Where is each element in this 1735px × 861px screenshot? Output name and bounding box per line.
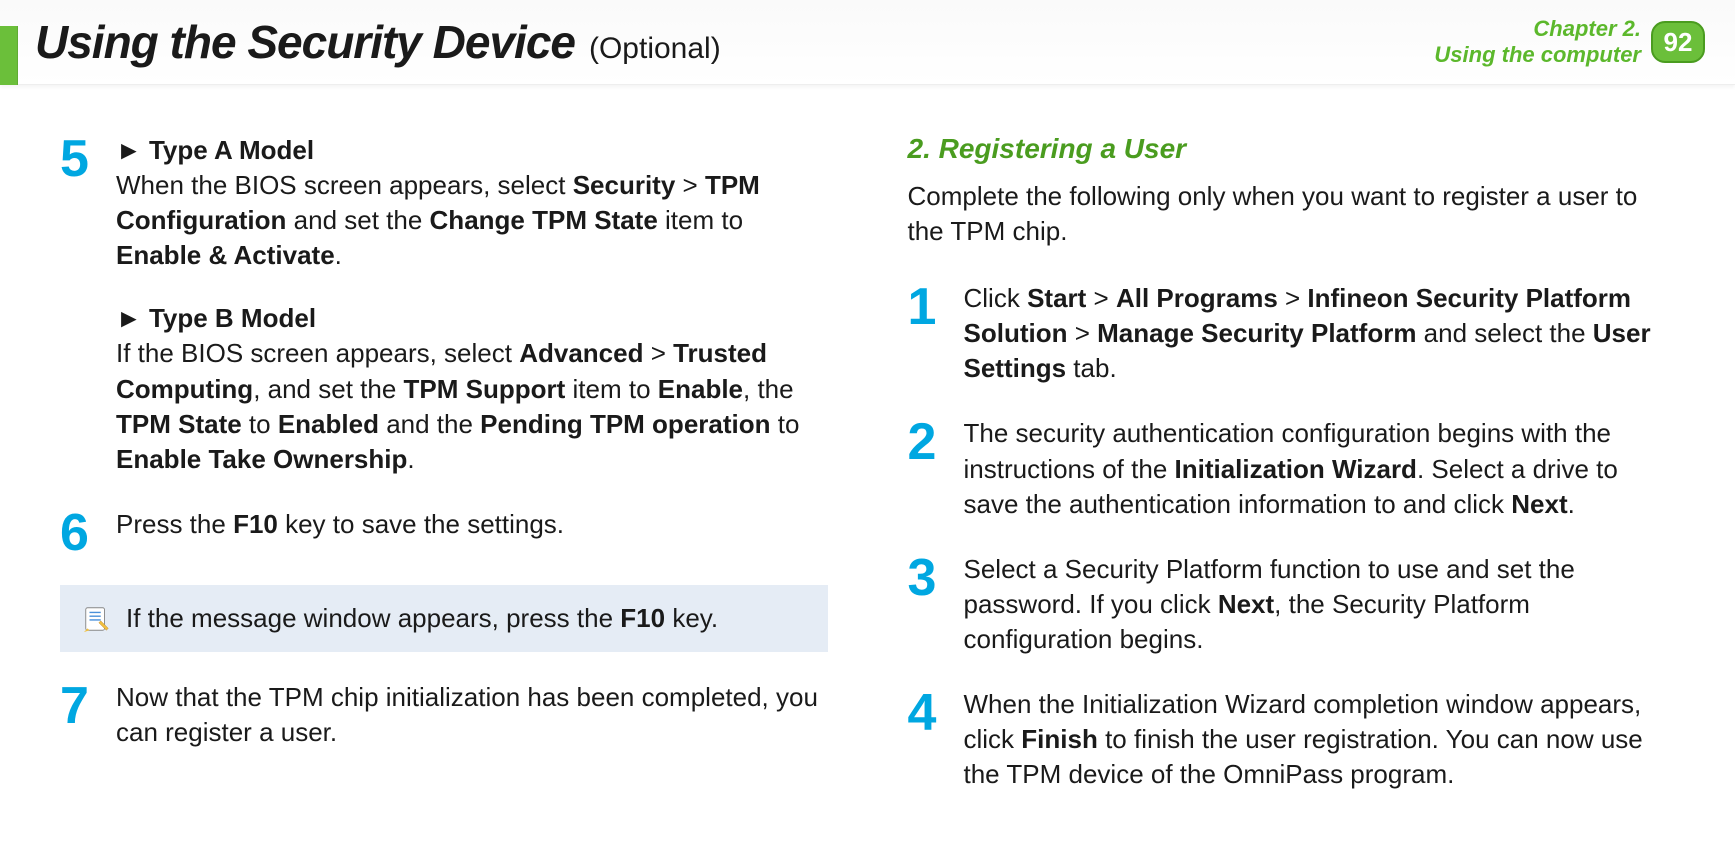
bold: Advanced	[519, 338, 643, 368]
text: and the	[379, 409, 480, 439]
page-number-badge: 92	[1651, 21, 1705, 63]
bold: Enable & Activate	[116, 240, 335, 270]
model-a-heading: ► Type A Model	[116, 133, 828, 168]
bold: Enable Take Ownership	[116, 444, 407, 474]
page-subtitle: (Optional)	[589, 32, 721, 66]
step-number: 6	[60, 511, 116, 555]
bold: Enabled	[278, 409, 379, 439]
header-inner: Using the Security Device (Optional) Cha…	[0, 0, 1735, 84]
text: and select the	[1416, 318, 1592, 348]
model-a-text: When the BIOS screen appears, select Sec…	[116, 168, 828, 273]
text: Click	[964, 283, 1028, 313]
text: to	[771, 409, 800, 439]
note-text: If the message window appears, press the…	[126, 603, 718, 634]
chapter-line1: Chapter 2.	[1434, 16, 1641, 42]
step-number: 5	[60, 137, 116, 181]
text: >	[643, 338, 673, 368]
step-body: Click Start > All Programs > Infineon Se…	[964, 281, 1676, 386]
step-4: 4 When the Initialization Wizard complet…	[908, 687, 1676, 792]
text: >	[1086, 283, 1116, 313]
bold: Enable	[658, 374, 743, 404]
text: If the message window appears, press the	[126, 603, 620, 633]
bold: Initialization Wizard	[1175, 454, 1417, 484]
step-7: 7 Now that the TPM chip initialization h…	[60, 680, 828, 750]
bold: Pending TPM operation	[480, 409, 770, 439]
bold: Security	[573, 170, 676, 200]
text: >	[1278, 283, 1308, 313]
step-number: 3	[908, 556, 964, 600]
text: .	[1568, 489, 1575, 519]
bold: Next	[1511, 489, 1567, 519]
step-body: ► Type A Model When the BIOS screen appe…	[116, 133, 828, 477]
text: tab.	[1066, 353, 1117, 383]
text: Press the	[116, 509, 233, 539]
text: and set the	[286, 205, 429, 235]
bold: TPM Support	[404, 374, 566, 404]
bold: F10	[620, 603, 665, 633]
bold: Change TPM State	[430, 205, 658, 235]
step-5: 5 ► Type A Model When the BIOS screen ap…	[60, 133, 828, 477]
text: .	[335, 240, 342, 270]
bold: Start	[1027, 283, 1086, 313]
bold: F10	[233, 509, 278, 539]
step-6: 6 Press the F10 key to save the settings…	[60, 507, 828, 555]
right-column: 2. Registering a User Complete the follo…	[908, 133, 1676, 822]
text: , the	[743, 374, 794, 404]
step-number: 4	[908, 691, 964, 735]
model-b-heading: ► Type B Model	[116, 301, 828, 336]
header-right: Chapter 2. Using the computer 92	[1434, 16, 1735, 69]
text: .	[407, 444, 414, 474]
bold: Manage Security Platform	[1097, 318, 1416, 348]
step-number: 1	[908, 285, 964, 329]
page-header: Using the Security Device (Optional) Cha…	[0, 0, 1735, 85]
header-accent-tab	[0, 26, 18, 85]
step-1: 1 Click Start > All Programs > Infineon …	[908, 281, 1676, 386]
text: key.	[665, 603, 718, 633]
step-body: When the Initialization Wizard completio…	[964, 687, 1676, 792]
section-intro: Complete the following only when you wan…	[908, 179, 1676, 249]
step-2: 2 The security authentication configurat…	[908, 416, 1676, 521]
step-body: Press the F10 key to save the settings.	[116, 507, 828, 542]
text: , and set the	[253, 374, 403, 404]
note-icon	[82, 604, 112, 634]
text: If the BIOS screen appears, select	[116, 338, 519, 368]
step-number: 2	[908, 420, 964, 464]
bold: All Programs	[1116, 283, 1278, 313]
text: key to save the settings.	[278, 509, 564, 539]
left-column: 5 ► Type A Model When the BIOS screen ap…	[60, 133, 828, 822]
text: When the BIOS screen appears, select	[116, 170, 573, 200]
step-body: Now that the TPM chip initialization has…	[116, 680, 828, 750]
note-box: If the message window appears, press the…	[60, 585, 828, 652]
text: item to	[565, 374, 657, 404]
bold: TPM State	[116, 409, 242, 439]
chapter-info: Chapter 2. Using the computer	[1434, 16, 1641, 69]
step-number: 7	[60, 684, 116, 728]
text: >	[1067, 318, 1097, 348]
model-b-text: If the BIOS screen appears, select Advan…	[116, 336, 828, 476]
chapter-line2: Using the computer	[1434, 42, 1641, 68]
content-area: 5 ► Type A Model When the BIOS screen ap…	[0, 85, 1735, 822]
bold: Finish	[1021, 724, 1098, 754]
bold: Next	[1218, 589, 1274, 619]
text: item to	[658, 205, 743, 235]
page-title: Using the Security Device	[35, 15, 575, 69]
section-heading: 2. Registering a User	[908, 133, 1676, 165]
text: >	[675, 170, 705, 200]
step-body: The security authentication configuratio…	[964, 416, 1676, 521]
title-wrap: Using the Security Device (Optional)	[35, 15, 721, 69]
step-3: 3 Select a Security Platform function to…	[908, 552, 1676, 657]
text: to	[242, 409, 278, 439]
step-body: Select a Security Platform function to u…	[964, 552, 1676, 657]
